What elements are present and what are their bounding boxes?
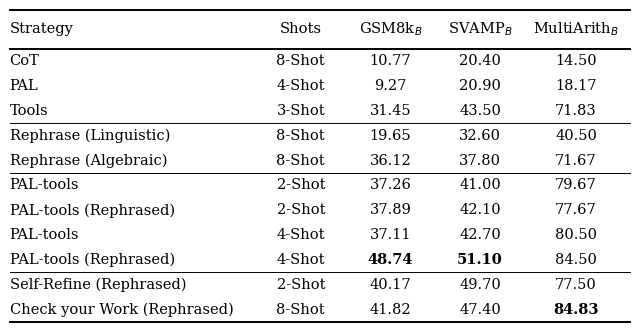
- Text: Check your Work (Rephrased): Check your Work (Rephrased): [10, 303, 234, 317]
- Text: 14.50: 14.50: [555, 54, 597, 68]
- Text: 41.00: 41.00: [459, 178, 501, 193]
- Text: 41.82: 41.82: [369, 303, 412, 317]
- Text: 37.11: 37.11: [370, 228, 411, 242]
- Text: 2-Shot: 2-Shot: [276, 278, 325, 292]
- Text: 47.40: 47.40: [459, 303, 501, 317]
- Text: 8-Shot: 8-Shot: [276, 154, 325, 168]
- Text: 4-Shot: 4-Shot: [276, 228, 325, 242]
- Text: 71.83: 71.83: [555, 104, 597, 118]
- Text: 40.50: 40.50: [555, 129, 597, 143]
- Text: 43.50: 43.50: [459, 104, 501, 118]
- Text: 4-Shot: 4-Shot: [276, 79, 325, 93]
- Text: 2-Shot: 2-Shot: [276, 178, 325, 193]
- Text: 8-Shot: 8-Shot: [276, 54, 325, 68]
- Text: 20.90: 20.90: [459, 79, 501, 93]
- Text: SVAMP$_B$: SVAMP$_B$: [448, 20, 512, 38]
- Text: Shots: Shots: [280, 23, 322, 36]
- Text: 84.83: 84.83: [553, 303, 599, 317]
- Text: 32.60: 32.60: [459, 129, 501, 143]
- Text: 8-Shot: 8-Shot: [276, 129, 325, 143]
- Text: 77.67: 77.67: [555, 203, 597, 217]
- Text: 77.50: 77.50: [555, 278, 597, 292]
- Text: 31.45: 31.45: [369, 104, 412, 118]
- Text: 84.50: 84.50: [555, 253, 597, 267]
- Text: 80.50: 80.50: [555, 228, 597, 242]
- Text: PAL-tools (Rephrased): PAL-tools (Rephrased): [10, 203, 175, 217]
- Text: Strategy: Strategy: [10, 23, 74, 36]
- Text: Rephrase (Algebraic): Rephrase (Algebraic): [10, 154, 167, 168]
- Text: GSM8k$_B$: GSM8k$_B$: [358, 20, 422, 38]
- Text: 51.10: 51.10: [457, 253, 503, 267]
- Text: 71.67: 71.67: [555, 154, 597, 168]
- Text: 36.12: 36.12: [369, 154, 412, 168]
- Text: Rephrase (Linguistic): Rephrase (Linguistic): [10, 129, 170, 143]
- Text: 9.27: 9.27: [374, 79, 406, 93]
- Text: PAL-tools: PAL-tools: [10, 178, 79, 193]
- Text: 19.65: 19.65: [369, 129, 412, 143]
- Text: 37.89: 37.89: [369, 203, 412, 217]
- Text: 18.17: 18.17: [556, 79, 596, 93]
- Text: 20.40: 20.40: [459, 54, 501, 68]
- Text: 49.70: 49.70: [459, 278, 501, 292]
- Text: PAL: PAL: [10, 79, 38, 93]
- Text: 42.10: 42.10: [459, 203, 501, 217]
- Text: 40.17: 40.17: [369, 278, 412, 292]
- Text: MultiArith$_B$: MultiArith$_B$: [533, 20, 619, 38]
- Text: CoT: CoT: [10, 54, 40, 68]
- Text: 79.67: 79.67: [555, 178, 597, 193]
- Text: 10.77: 10.77: [369, 54, 412, 68]
- Text: Tools: Tools: [10, 104, 48, 118]
- Text: 37.26: 37.26: [369, 178, 412, 193]
- Text: 37.80: 37.80: [459, 154, 501, 168]
- Text: PAL-tools: PAL-tools: [10, 228, 79, 242]
- Text: 8-Shot: 8-Shot: [276, 303, 325, 317]
- Text: 48.74: 48.74: [367, 253, 413, 267]
- Text: 4-Shot: 4-Shot: [276, 253, 325, 267]
- Text: Self-Refine (Rephrased): Self-Refine (Rephrased): [10, 278, 186, 292]
- Text: PAL-tools (Rephrased): PAL-tools (Rephrased): [10, 253, 175, 267]
- Text: 3-Shot: 3-Shot: [276, 104, 325, 118]
- Text: 2-Shot: 2-Shot: [276, 203, 325, 217]
- Text: 42.70: 42.70: [459, 228, 501, 242]
